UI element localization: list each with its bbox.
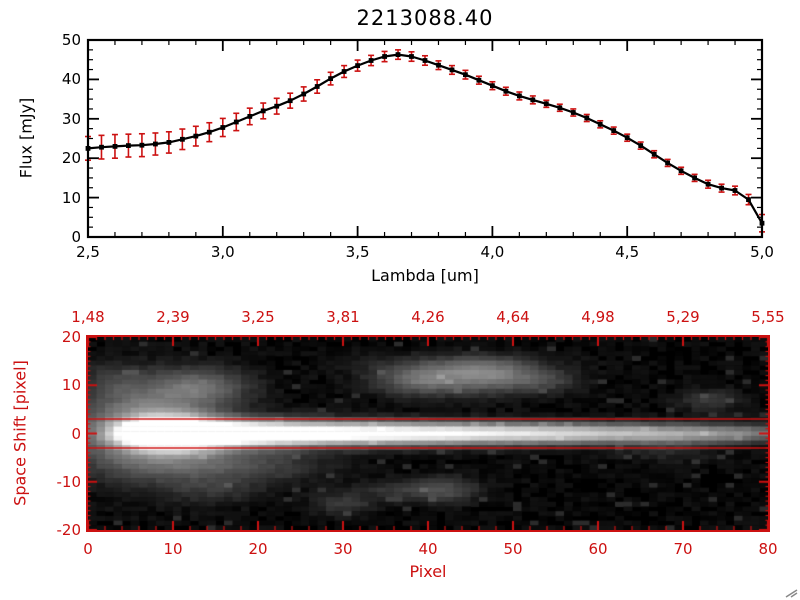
tick-label: 70: [673, 540, 693, 558]
lambda-tick-label: 3,25: [241, 308, 275, 326]
flux-axis-label: Flux [mJy]: [16, 97, 36, 179]
tick-label: 20: [61, 328, 81, 346]
tick-label: -10: [56, 472, 82, 491]
tick-label: 4,5: [615, 243, 640, 261]
tick-label: 0: [71, 228, 81, 246]
tick-label: 3,5: [345, 243, 370, 261]
tick-label: 3,0: [210, 243, 235, 261]
tick-label: 0: [71, 424, 81, 443]
spectrum-plot: [85, 38, 765, 239]
tick-label: 4,0: [480, 243, 505, 261]
tick-label: 20: [248, 540, 268, 558]
lambda-tick-label: 2,39: [156, 308, 190, 326]
resize-grip[interactable]: [782, 582, 798, 598]
tick-label: 10: [61, 376, 81, 395]
tick-label: 80: [758, 540, 778, 558]
lambda-axis-label: Lambda [um]: [371, 266, 479, 285]
lambda-tick-label: 5,55: [751, 308, 785, 326]
tick-label: 50: [503, 540, 523, 558]
lambda-tick-label: 1,48: [71, 308, 105, 326]
tick-label: -20: [56, 521, 82, 539]
lambda-tick-label: 5,29: [666, 308, 700, 326]
lambda-tick-label: 4,64: [496, 308, 530, 326]
tick-label: 20: [61, 149, 81, 168]
tick-label: 30: [333, 540, 353, 558]
tick-label: 0: [83, 540, 93, 558]
space-shift-axis-label: Space Shift [pixel]: [10, 360, 30, 506]
tick-label: 60: [588, 540, 608, 558]
tick-label: 40: [61, 70, 81, 89]
trace-image: [86, 335, 770, 532]
tick-label: 40: [418, 540, 438, 558]
tick-label: 50: [61, 31, 81, 49]
tick-label: 10: [163, 540, 183, 558]
lambda-tick-label: 4,26: [411, 308, 445, 326]
tick-label: 30: [61, 109, 81, 128]
pixel-axis-label: Pixel: [409, 562, 447, 581]
lambda-tick-label: 3,81: [326, 308, 360, 326]
tick-label: 10: [61, 188, 81, 207]
tick-label: 5,0: [750, 243, 774, 261]
tick-label: 2,5: [76, 243, 100, 261]
lambda-tick-label: 4,98: [581, 308, 615, 326]
chart-title: 2213088.40: [356, 6, 494, 30]
